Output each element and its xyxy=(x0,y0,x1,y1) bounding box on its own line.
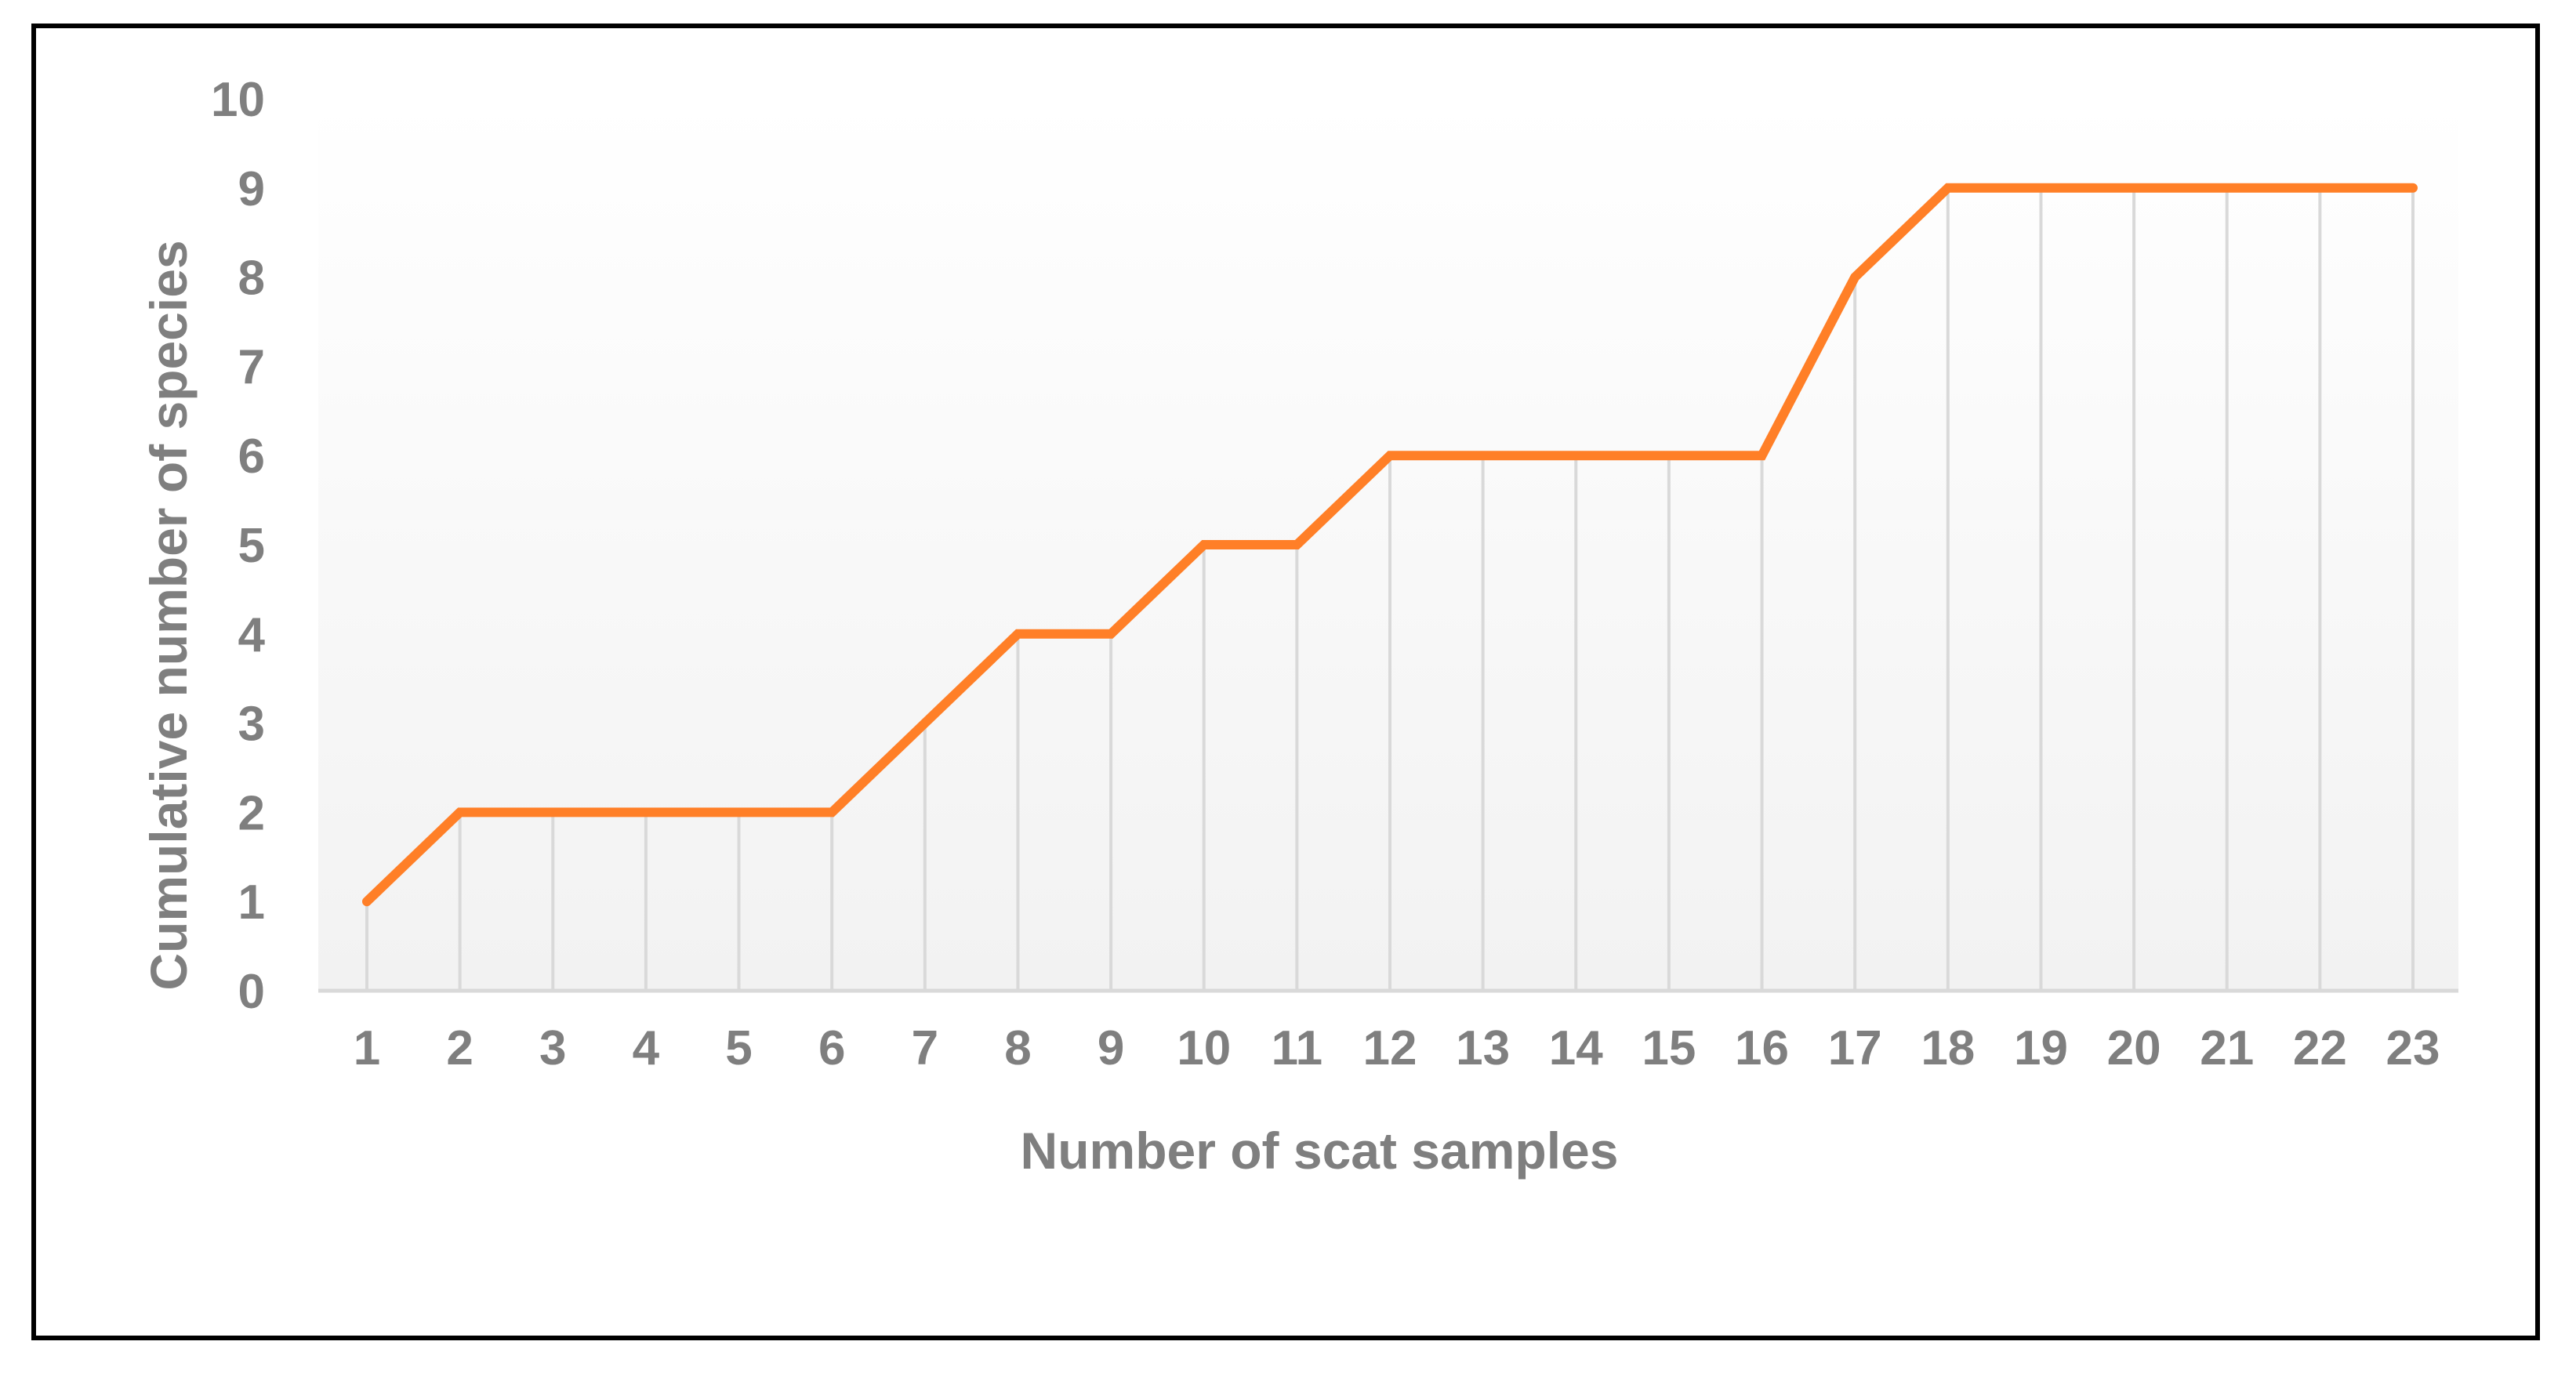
y-tick-label: 1 xyxy=(238,876,265,930)
x-tick-label: 18 xyxy=(1921,1021,1975,1075)
x-tick-label: 22 xyxy=(2293,1021,2347,1075)
y-tick-label: 10 xyxy=(211,73,265,127)
y-tick-label: 8 xyxy=(238,252,265,306)
x-tick-label: 13 xyxy=(1456,1021,1510,1075)
x-tick-label: 5 xyxy=(725,1021,752,1075)
x-tick-label: 12 xyxy=(1363,1021,1417,1075)
y-tick-label: 5 xyxy=(238,519,265,573)
y-tick-label: 4 xyxy=(238,608,266,662)
y-tick-label: 0 xyxy=(238,965,265,1019)
x-tick-label: 2 xyxy=(446,1021,473,1075)
chart-frame: 0 1 2 3 4 5 6 7 8 9 10 1 2 3 4 5 6 7 8 9 10 11 12 13 14 15 16 17 18… xyxy=(31,24,2540,1340)
x-tick-label: 14 xyxy=(1549,1021,1603,1075)
x-tick-label: 7 xyxy=(912,1021,938,1075)
x-axis-title: Number of scat samples xyxy=(1021,1122,1619,1180)
series-line xyxy=(362,183,2418,907)
x-tick-label: 9 xyxy=(1098,1021,1124,1075)
x-tick-label: 20 xyxy=(2107,1021,2161,1075)
x-tick-label: 17 xyxy=(1828,1021,1882,1075)
gridlines xyxy=(365,187,2415,991)
y-tick-label: 9 xyxy=(238,162,265,216)
x-tick-label: 10 xyxy=(1177,1021,1231,1075)
x-tick-label: 4 xyxy=(633,1021,660,1075)
series-group xyxy=(362,183,2418,907)
x-tick-label: 6 xyxy=(818,1021,845,1075)
y-axis-title: Cumulative number of species xyxy=(140,240,198,990)
y-tick-label: 7 xyxy=(238,340,265,394)
x-axis-ticks: 1 2 3 4 5 6 7 8 9 10 11 12 13 14 15 16 17 18 19 20 21 22 23 xyxy=(354,1021,2440,1075)
x-tick-label: 8 xyxy=(1004,1021,1031,1075)
x-tick-label: 3 xyxy=(539,1021,566,1075)
x-tick-label: 19 xyxy=(2014,1021,2068,1075)
x-tick-label: 23 xyxy=(2386,1021,2440,1075)
x-tick-label: 16 xyxy=(1735,1021,1789,1075)
x-tick-label: 1 xyxy=(354,1021,380,1075)
y-tick-label: 3 xyxy=(238,698,265,752)
x-tick-label: 21 xyxy=(2200,1021,2254,1075)
y-tick-label: 2 xyxy=(238,786,265,840)
x-tick-label: 11 xyxy=(1272,1021,1323,1075)
y-axis-ticks: 0 1 2 3 4 5 6 7 8 9 10 xyxy=(211,73,265,1019)
y-tick-label: 6 xyxy=(238,430,265,484)
x-tick-label: 15 xyxy=(1642,1021,1696,1075)
